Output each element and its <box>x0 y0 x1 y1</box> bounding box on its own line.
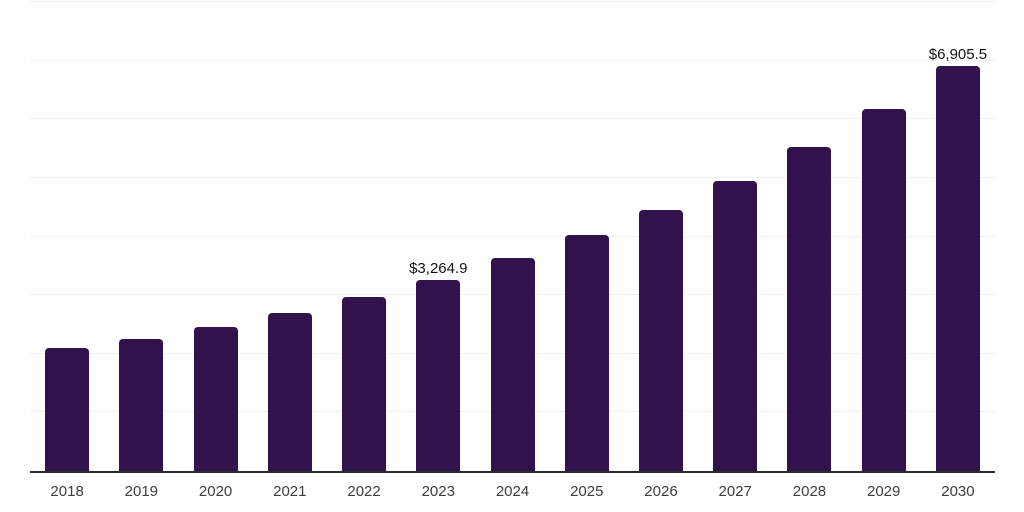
bar-band: $3,264.9 <box>401 2 475 471</box>
bar-band <box>253 2 327 471</box>
x-tick-label: 2028 <box>792 483 827 500</box>
x-axis-tick-labels: 2018 2019 2020 2021 2022 2023 2024 2025 2026 2027… <box>30 483 995 501</box>
x-tick-label: 2022 <box>347 483 381 500</box>
x-tick-label: 2026 <box>644 483 678 500</box>
x-tick-label: 2021 <box>273 483 307 500</box>
bar-band <box>327 2 401 471</box>
bar-2025 <box>564 235 609 471</box>
bar-2020 <box>193 327 238 471</box>
bar-band <box>698 2 772 471</box>
bar-value-label: $3,264.9 <box>409 259 468 277</box>
y-gridline <box>30 176 995 178</box>
y-gridline <box>30 59 995 61</box>
bar-2028 <box>787 147 832 471</box>
x-tick-label: 2024 <box>495 483 530 500</box>
bar-band <box>30 2 104 471</box>
bar-band <box>104 2 178 471</box>
bar-2018 <box>45 348 90 471</box>
y-gridline <box>30 235 995 237</box>
x-tick-label: 2029 <box>867 483 901 500</box>
bar-band <box>847 2 921 471</box>
bar-2027 <box>713 180 758 471</box>
bar-band <box>475 2 549 471</box>
bar-2023: $3,264.9 <box>409 260 467 471</box>
x-tick-label: 2030 <box>941 483 975 500</box>
bar-2019 <box>119 338 164 471</box>
bar-band <box>772 2 846 471</box>
y-gridline <box>30 1 995 2</box>
bar-2021 <box>267 313 312 471</box>
bar-2030: $6,905.5 <box>929 46 987 471</box>
bar-band <box>624 2 698 471</box>
bar-band <box>178 2 252 471</box>
bar-value-label: $6,905.5 <box>928 46 988 64</box>
x-tick-label: 2023 <box>421 483 455 500</box>
bar-2029 <box>861 109 906 471</box>
x-tick-label: 2018 <box>50 483 84 500</box>
y-gridline <box>30 118 995 120</box>
bar-band: $6,905.5 <box>921 2 995 471</box>
bar-2026 <box>638 209 683 471</box>
x-tick-label: 2019 <box>124 483 159 500</box>
x-tick-label: 2025 <box>570 483 604 500</box>
x-tick-label: 2020 <box>198 483 233 500</box>
x-axis-line <box>30 471 995 473</box>
bars-container: $3,264.9 $6,905.5 <box>30 2 995 471</box>
x-tick-label: 2027 <box>718 483 752 500</box>
bar-2024 <box>490 258 535 471</box>
bar-band <box>550 2 624 471</box>
bar-2022 <box>342 296 387 471</box>
plot-area: $3,264.9 $6,905.5 <box>30 1 995 471</box>
